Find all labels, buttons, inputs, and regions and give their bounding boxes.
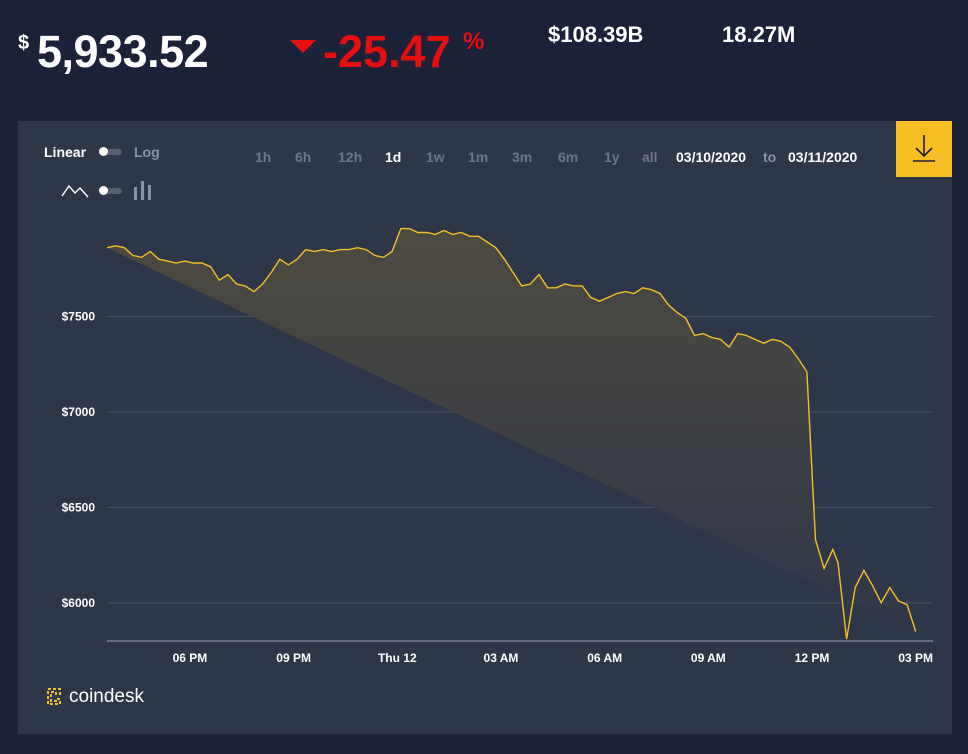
y-tick-label: $6000 — [62, 596, 96, 610]
price-area — [107, 228, 916, 640]
range-1w[interactable]: 1w — [426, 149, 445, 165]
scale-linear-label[interactable]: Linear — [44, 144, 87, 160]
scale-toggle-knob — [99, 147, 108, 156]
range-6m[interactable]: 6m — [558, 149, 579, 165]
range-1m[interactable]: 1m — [468, 149, 489, 165]
x-tick-label: 09 PM — [276, 651, 311, 665]
x-tick-label: 06 PM — [173, 651, 208, 665]
date-to[interactable]: 03/11/2020 — [788, 149, 858, 165]
coindesk-logo-icon — [47, 688, 61, 705]
scale-log-label[interactable]: Log — [134, 144, 160, 160]
date-to-label: to — [763, 149, 777, 165]
y-tick-label: $7000 — [62, 405, 96, 419]
chart-panel: $6000 $6500 $7000 $7500 06 PM 09 PM Thu 12 03 … — [18, 121, 952, 734]
range-1d[interactable]: 1d — [385, 149, 402, 165]
scale-toggle[interactable] — [99, 147, 122, 156]
range-all[interactable]: all — [642, 149, 658, 165]
range-12h[interactable]: 12h — [338, 149, 363, 165]
download-icon — [913, 135, 935, 162]
range-1y[interactable]: 1y — [604, 149, 620, 165]
range-3m[interactable]: 3m — [512, 149, 533, 165]
price-change: -25.47 — [323, 26, 451, 77]
price-line — [106, 227, 917, 640]
x-tick-label: 03 AM — [484, 651, 519, 665]
y-tick-label: $6500 — [62, 500, 96, 514]
current-price: 5,933.52 — [37, 26, 209, 77]
currency-symbol: $ — [18, 32, 30, 54]
down-arrow-icon — [290, 40, 316, 53]
x-axis-labels: 06 PM 09 PM Thu 12 03 AM 06 AM 09 AM 12 PM 03 P… — [173, 651, 933, 665]
range-1h[interactable]: 1h — [255, 149, 272, 165]
download-button[interactable] — [896, 121, 952, 177]
price-chart: $6000 $6500 $7000 $7500 06 PM 09 PM Thu 12 03 … — [62, 227, 933, 665]
x-tick-label: 09 AM — [691, 651, 726, 665]
y-axis-labels: $6000 $6500 $7000 $7500 — [62, 309, 96, 609]
range-6h[interactable]: 6h — [295, 149, 312, 165]
x-tick-label: Thu 12 — [378, 651, 417, 665]
market-cap: $108.39B — [548, 22, 644, 47]
y-tick-label: $7500 — [62, 309, 96, 323]
chart-style-toggle[interactable] — [99, 186, 122, 195]
chart-style-toggle-knob — [99, 186, 108, 195]
x-tick-label: 03 PM — [898, 651, 933, 665]
line-chart-icon[interactable] — [61, 181, 89, 201]
volume: 18.27M — [722, 22, 796, 47]
x-tick-label: 06 AM — [587, 651, 622, 665]
price-ticker: $ 5,933.52 -25.47 % $108.39B 18.27M — [0, 0, 968, 110]
candlestick-icon[interactable] — [134, 181, 152, 201]
x-tick-label: 12 PM — [795, 651, 830, 665]
price-change-unit: % — [463, 28, 485, 55]
date-from[interactable]: 03/10/2020 — [676, 149, 747, 165]
brand-name: coindesk — [69, 686, 144, 707]
